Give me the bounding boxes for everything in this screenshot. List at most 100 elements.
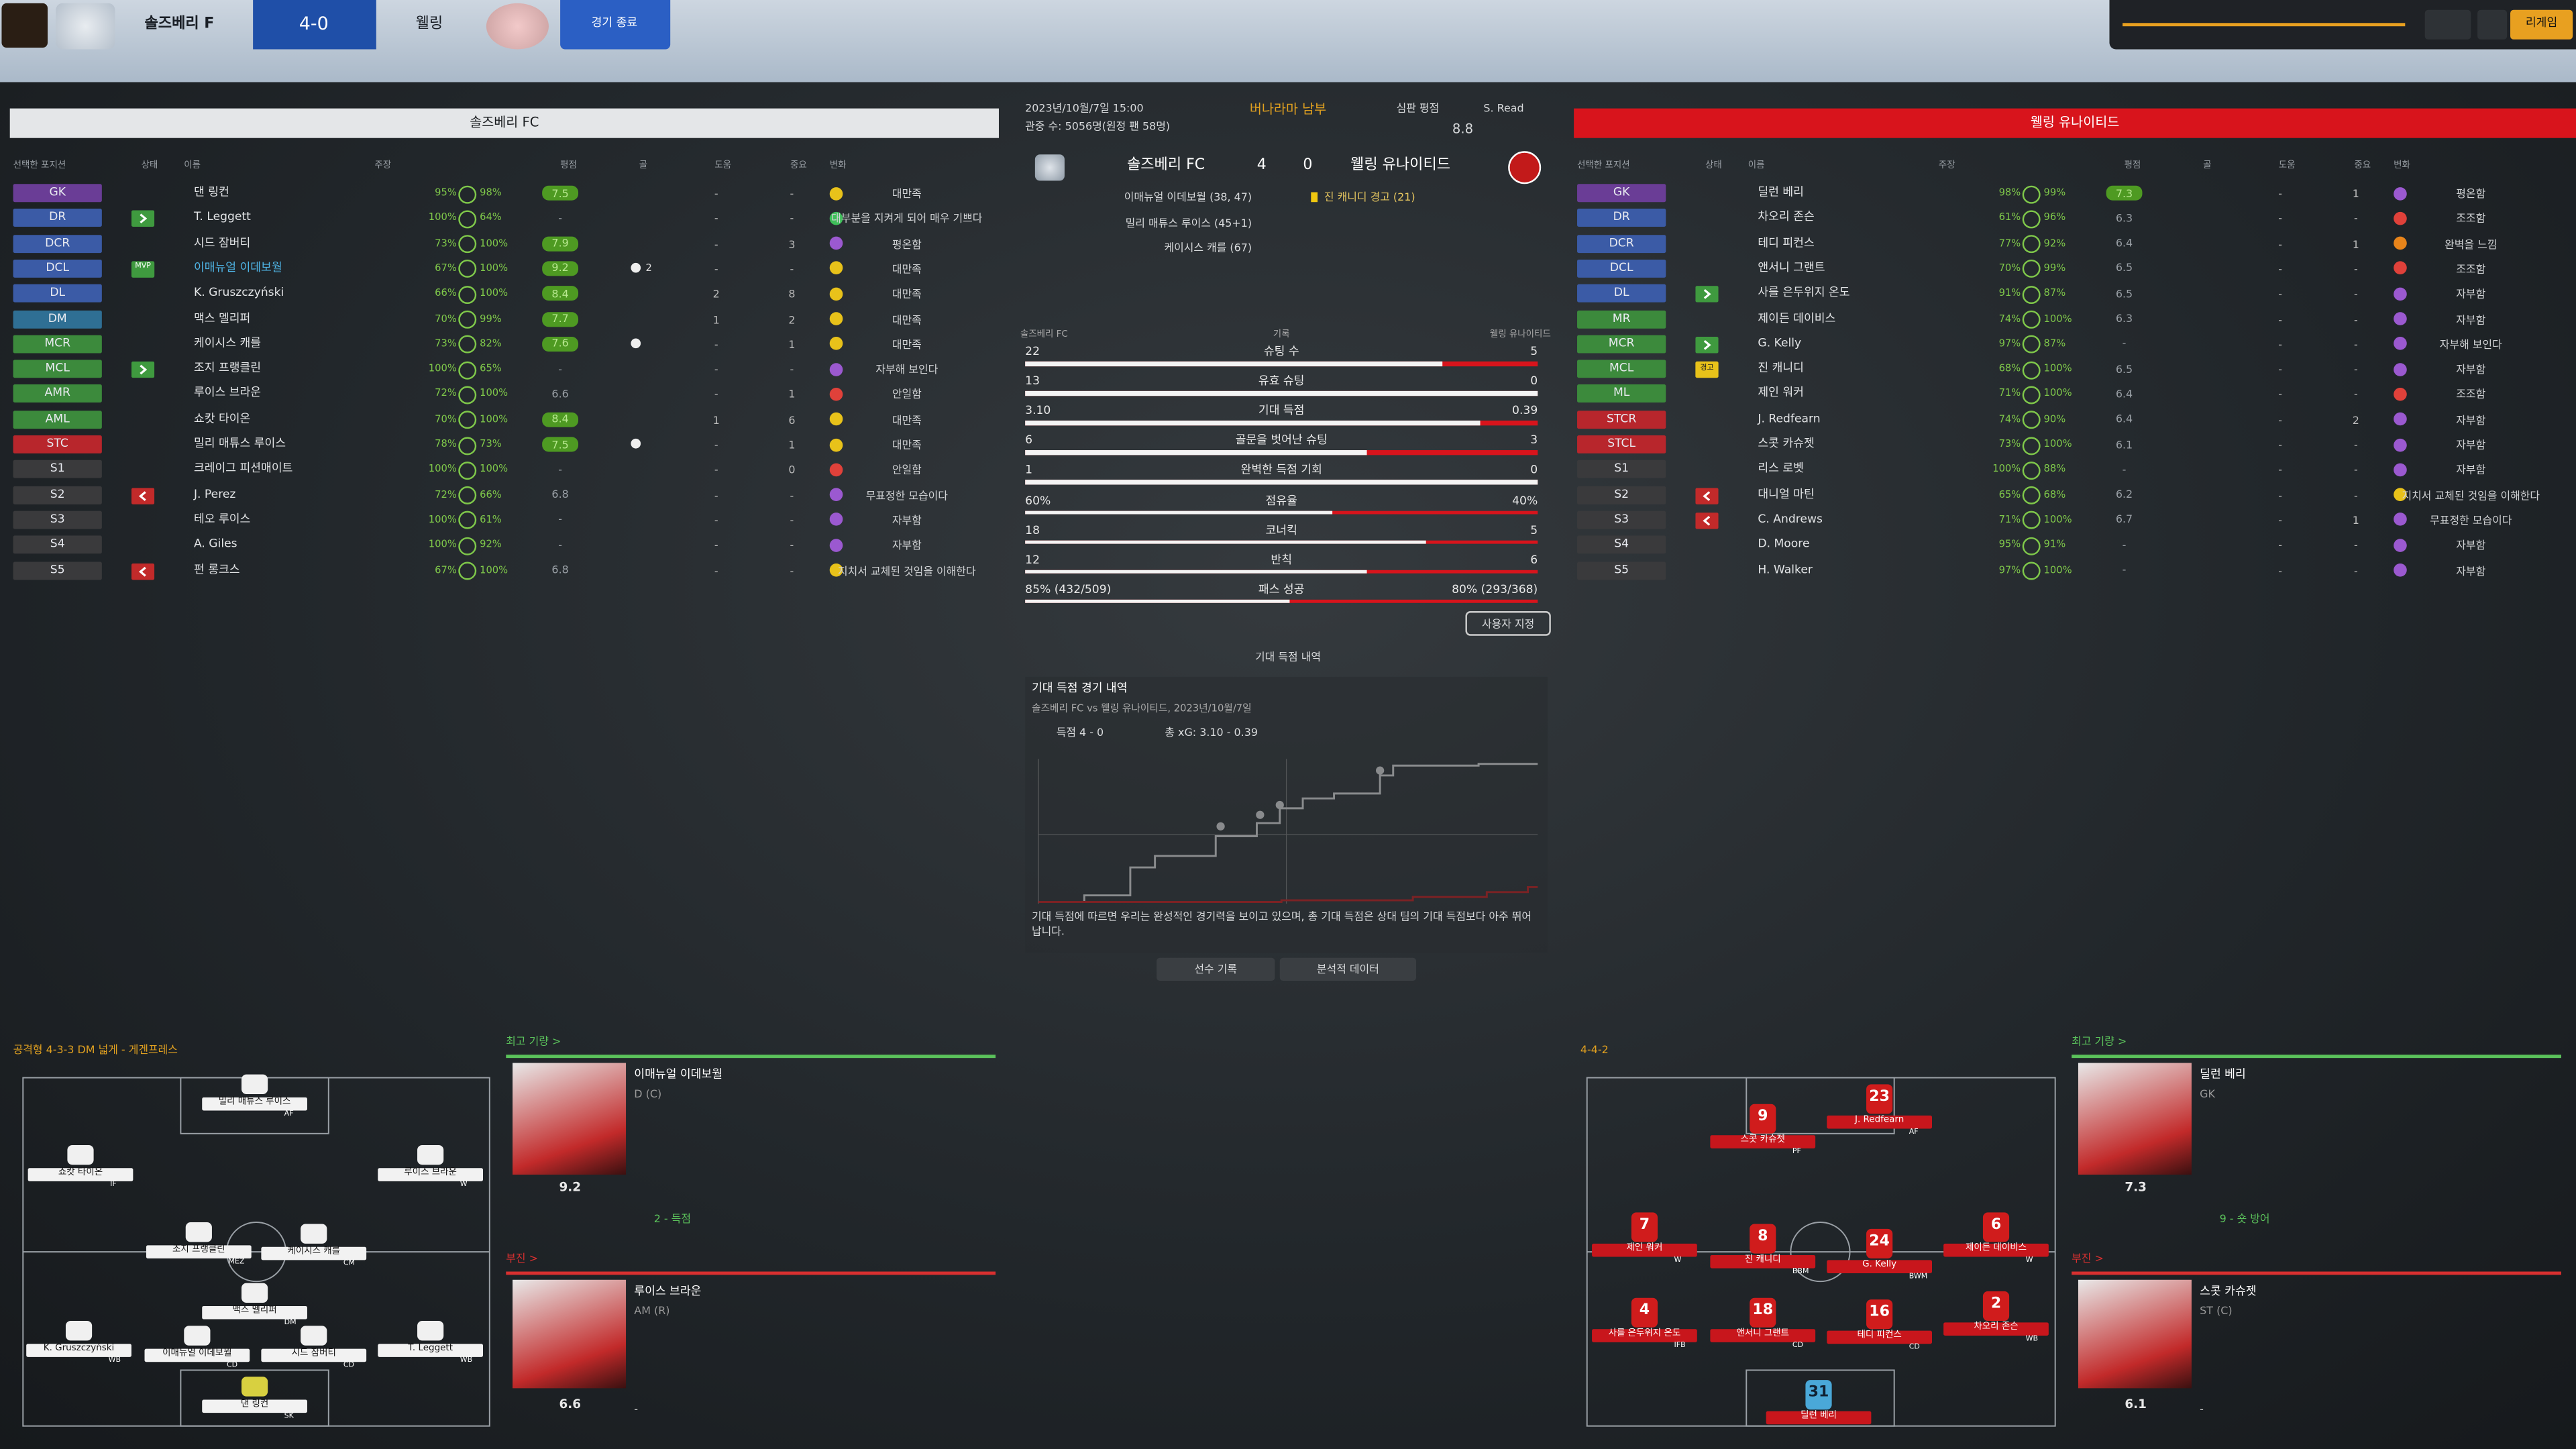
player-name[interactable]: 크레이그 피션매이트 <box>193 462 293 476</box>
player-name[interactable]: 테디 피컨스 <box>1758 235 1815 250</box>
player-name[interactable]: C. Andrews <box>1758 512 1823 526</box>
sharpness: 99% <box>2043 262 2066 274</box>
data-button[interactable]: 선수 기록 <box>1157 957 1275 981</box>
sharpness: 92% <box>480 539 502 551</box>
player-label[interactable]: 시드 잠버티 <box>261 1348 367 1362</box>
player-label[interactable]: 사를 은두위지 온도 <box>1592 1329 1697 1342</box>
section-label[interactable]: 최고 기량 > <box>2072 1034 2127 1049</box>
custom-button[interactable]: 사용자 지정 <box>1465 611 1551 636</box>
player-label[interactable]: 루이스 브라운 <box>378 1168 484 1181</box>
player-name[interactable]: 사를 은두위지 온도 <box>1758 286 1850 300</box>
position-label: DL <box>1613 286 1629 300</box>
match-date: 2023년/10월/7일 15:00 <box>1025 101 1144 115</box>
away-crest-small <box>1508 151 1542 184</box>
player-label[interactable]: 앤서니 그랜트 <box>1710 1329 1816 1342</box>
menu-button[interactable] <box>2477 9 2508 40</box>
continue-button[interactable]: 리게임 <box>2510 9 2573 40</box>
stats-away: 웰링 유나이티드 <box>1489 330 1551 340</box>
player-label[interactable]: 밀리 매튜스 루이스 <box>202 1097 307 1111</box>
position-label: DR <box>49 211 66 224</box>
player-label[interactable]: 댄 링컨 <box>202 1399 307 1413</box>
player-name[interactable]: 딜런 베리 <box>1758 185 1804 199</box>
position-label: ML <box>1613 386 1630 400</box>
attendance: 관중 수: 5056명(원정 팬 58명) <box>1025 119 1171 133</box>
player-label[interactable]: 쇼캇 타이온 <box>28 1168 133 1181</box>
player-shirt: 31 <box>1805 1380 1832 1410</box>
player-name[interactable]: T. Leggett <box>193 211 251 224</box>
rating-value: 6.4 <box>2115 387 2133 401</box>
player-name[interactable]: 펀 롱크스 <box>193 562 240 576</box>
key-stat: - <box>2353 288 2358 301</box>
player-name[interactable]: D. Moore <box>1758 537 1810 551</box>
sharpness: 64% <box>480 212 502 224</box>
assists: - <box>714 564 718 578</box>
player-name[interactable]: 조지 프랭클린 <box>193 362 262 375</box>
player-name[interactable]: J. Perez <box>193 487 236 500</box>
position-badge: MCL <box>1577 360 1666 378</box>
player-label[interactable]: 차오리 존슨 <box>1943 1322 2049 1336</box>
xg-dropdown[interactable]: 기대 득점 내역 <box>1025 649 1548 668</box>
player-name[interactable]: 진 캐니디 <box>1758 362 1804 375</box>
player-label[interactable]: 테디 피컨스 <box>1827 1330 1933 1344</box>
section-label[interactable]: 부진 > <box>506 1252 539 1265</box>
key-stat: 3 <box>788 237 796 251</box>
section-label[interactable]: 최고 기량 > <box>506 1034 561 1049</box>
key-stat: - <box>790 564 794 578</box>
data-button[interactable]: 분석적 데이터 <box>1279 957 1417 981</box>
player-label[interactable]: 딜런 베리 <box>1766 1411 1872 1425</box>
player-name[interactable]: 차오리 존슨 <box>1758 211 1815 224</box>
player-name[interactable]: G. Kelly <box>1758 336 1802 350</box>
goal-icon <box>631 262 641 273</box>
highlight-name[interactable]: 딜런 베리 <box>2200 1067 2246 1081</box>
player-name[interactable]: 앤서니 그랜트 <box>1758 261 1825 274</box>
player-name[interactable]: J. Redfearn <box>1758 411 1821 425</box>
player-label[interactable]: 스콧 카슈젯 <box>1710 1135 1816 1148</box>
player-name[interactable]: 시드 잠버티 <box>193 235 251 250</box>
player-shirt <box>417 1320 444 1341</box>
player-name[interactable]: 이매뉴얼 이데보월 <box>193 261 282 274</box>
key-stat: 0 <box>788 464 796 477</box>
player-label[interactable]: J. Redfearn <box>1827 1115 1933 1129</box>
player-name[interactable]: 제이든 데이비스 <box>1758 311 1836 325</box>
player-name[interactable]: 테오 루이스 <box>193 512 251 526</box>
player-name[interactable]: 케이시스 캐를 <box>193 336 262 350</box>
player-name[interactable]: 루이스 브라운 <box>193 386 262 400</box>
player-label[interactable]: 제이든 데이비스 <box>1943 1243 2049 1257</box>
player-name[interactable]: 쇼캇 타이온 <box>193 411 251 425</box>
player-name[interactable]: 맥스 멜리퍼 <box>193 311 251 325</box>
highlight-name[interactable]: 루이스 브라운 <box>634 1285 702 1298</box>
player-label[interactable]: 맥스 멜리퍼 <box>202 1305 307 1320</box>
player-label[interactable]: 케이시스 캐를 <box>261 1246 367 1260</box>
player-label[interactable]: 조지 프랭클린 <box>146 1245 252 1258</box>
player-name[interactable]: 댄 링컨 <box>193 185 229 199</box>
player-label[interactable]: G. Kelly <box>1827 1260 1933 1273</box>
player-name[interactable]: A. Giles <box>193 537 237 551</box>
highlight-name[interactable]: 이매뉴얼 이데보월 <box>634 1067 722 1081</box>
rating-value: 6.6 <box>551 387 569 401</box>
player-name[interactable]: 스콧 카슈젯 <box>1758 437 1815 451</box>
morale: 조조함 <box>2456 212 2486 226</box>
end-match-button[interactable]: 경기 종료 <box>560 0 671 50</box>
position-label: S1 <box>50 462 65 476</box>
player-name[interactable]: H. Walker <box>1758 562 1813 576</box>
view-button[interactable] <box>2424 9 2471 40</box>
position-label: STC <box>46 437 68 451</box>
rating: 6.4 <box>2106 412 2143 427</box>
section-label[interactable]: 부진 > <box>2072 1252 2104 1265</box>
morale: 자부함 <box>2456 564 2486 578</box>
condition-ring <box>458 235 477 254</box>
player-label[interactable]: T. Leggett <box>378 1344 484 1357</box>
player-label[interactable]: K. Gruszczyński <box>26 1344 131 1357</box>
player-name[interactable]: K. Gruszczyński <box>193 286 284 300</box>
card-icon <box>1311 192 1318 203</box>
player-name[interactable]: 대니얼 마틴 <box>1758 487 1815 500</box>
speed-slider[interactable] <box>2123 23 2406 27</box>
player-name[interactable]: 리스 로벳 <box>1758 462 1804 476</box>
player-label[interactable]: 이매뉴얼 이데보월 <box>144 1348 250 1362</box>
player-name[interactable]: 밀리 매튜스 루이스 <box>193 437 286 451</box>
player-label[interactable]: 제인 워커 <box>1592 1243 1697 1257</box>
player-name[interactable]: 제인 워커 <box>1758 386 1804 400</box>
player-label[interactable]: 진 캐니디 <box>1710 1255 1816 1269</box>
highlight-name[interactable]: 스콧 카슈젯 <box>2200 1285 2257 1298</box>
player-role: PF <box>1792 1148 1801 1157</box>
